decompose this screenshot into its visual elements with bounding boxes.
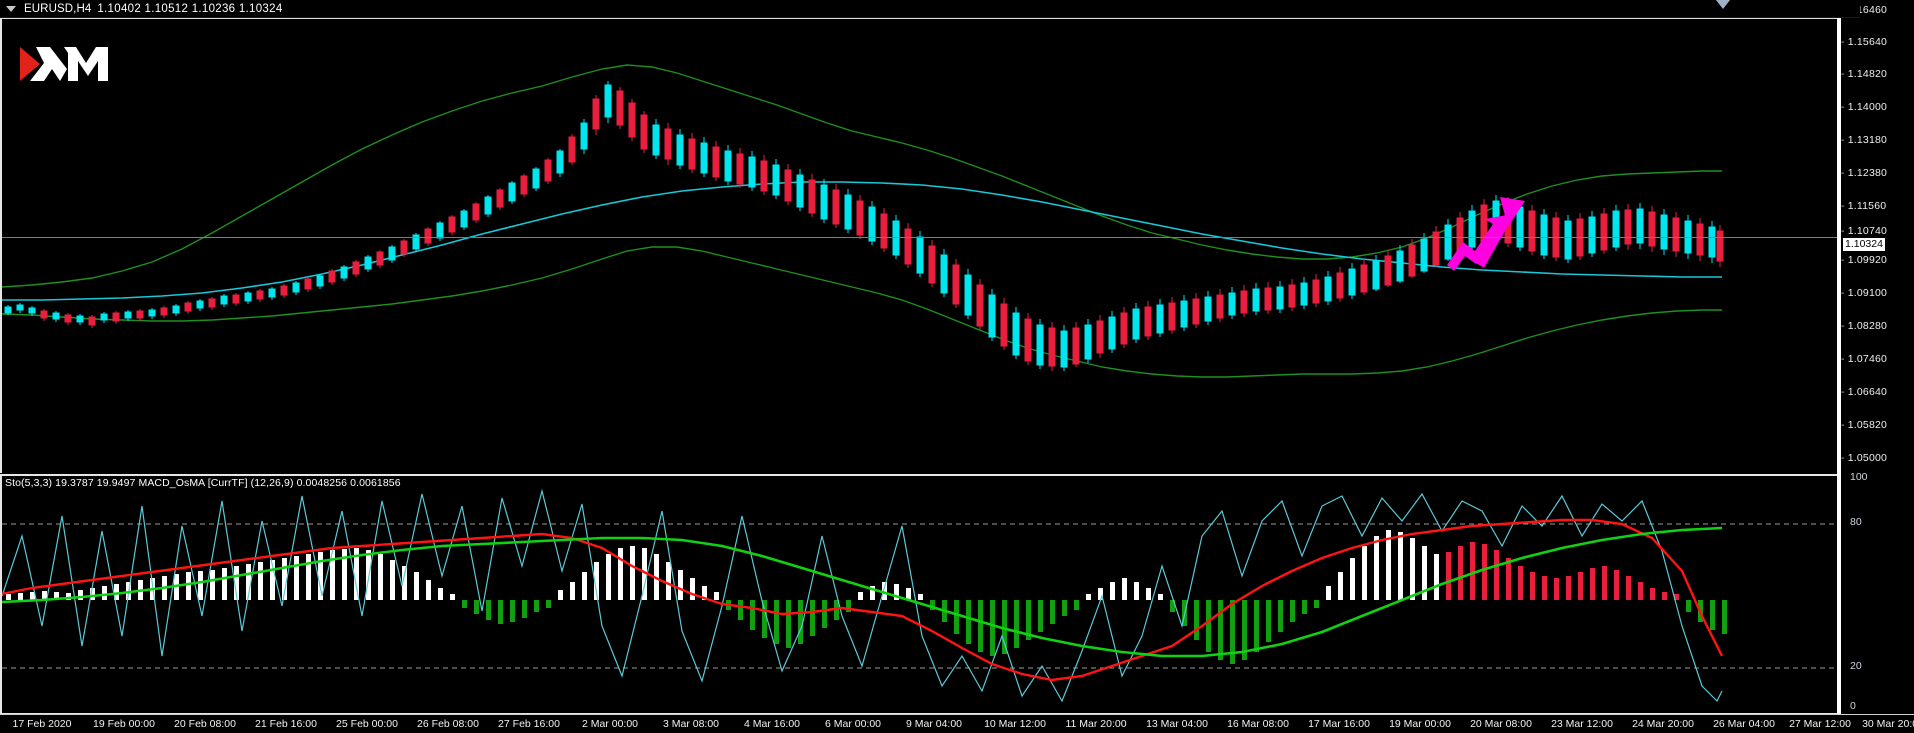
time-label: 9 Mar 04:00 — [905, 718, 963, 730]
price-tick: -1.15640 — [1841, 36, 1888, 48]
time-label: 10 Mar 12:00 — [984, 718, 1046, 730]
chevron-down-icon[interactable] — [6, 5, 16, 12]
price-tick: -1.09100 — [1841, 287, 1888, 299]
time-label: 11 Mar 20:00 — [1065, 718, 1127, 730]
time-label: 26 Mar 04:00 — [1713, 718, 1775, 730]
price-tick: -1.10740 — [1841, 225, 1888, 237]
indicator-legend: Sto(5,3,3) 19.3787 19.9497 MACD_OsMA [Cu… — [5, 477, 401, 489]
bollinger-upper-band — [2, 64, 1722, 288]
price-scale[interactable]: -1.16460 -1.15640 -1.14820 -1.14000 -1.1… — [1841, 0, 1914, 714]
time-label: 24 Mar 20:00 — [1632, 718, 1694, 730]
time-label: 17 Mar 16:00 — [1308, 718, 1370, 730]
price-tick: -1.08280 — [1841, 320, 1888, 332]
price-tick: -1.12380 — [1841, 167, 1888, 179]
price-tick: -1.05000 — [1841, 452, 1888, 464]
price-tick: -1.14000 — [1841, 101, 1888, 113]
indicator-tick: 100 — [1850, 471, 1868, 483]
chart-shift-marker[interactable] — [1716, 0, 1730, 9]
price-tick: -1.06640 — [1841, 386, 1888, 398]
time-label: 3 Mar 08:00 — [662, 718, 720, 730]
time-label: 2 Mar 00:00 — [581, 718, 639, 730]
price-tick: -1.09920 — [1841, 254, 1888, 266]
macd-histogram — [6, 530, 1727, 664]
current-price-line — [2, 237, 1837, 238]
indicator-plot — [2, 488, 1837, 703]
macd-signal-line — [2, 526, 1723, 658]
time-label: 25 Feb 00:00 — [336, 718, 398, 730]
time-label: 4 Mar 16:00 — [743, 718, 801, 730]
time-label: 17 Feb 2020 — [12, 718, 72, 730]
time-label: 13 Mar 04:00 — [1146, 718, 1208, 730]
time-label: 27 Feb 16:00 — [498, 718, 560, 730]
price-tick: -1.11560 — [1841, 200, 1887, 212]
symbol-bar: EURUSD,H4 1.10402 1.10512 1.10236 1.1032… — [0, 0, 1860, 18]
time-label: 26 Feb 08:00 — [417, 718, 479, 730]
price-plot — [2, 64, 1724, 378]
price-tick: -1.14820 — [1841, 68, 1888, 80]
time-label: 27 Mar 12:00 — [1789, 718, 1851, 730]
price-axis-line — [1837, 0, 1841, 714]
time-label: 30 Mar 20:00 — [1862, 718, 1914, 730]
time-label: 16 Mar 08:00 — [1227, 718, 1289, 730]
xm-logo — [20, 41, 116, 87]
price-chart-pane[interactable] — [0, 18, 1837, 473]
price-tick: -1.05820 — [1841, 419, 1888, 431]
ohlc-values: 1.10402 1.10512 1.10236 1.10324 — [97, 2, 283, 15]
indicator-tick: 20 — [1850, 660, 1862, 672]
candlestick-series — [4, 81, 1724, 371]
price-tick: -1.07460 — [1841, 353, 1888, 365]
symbol-label: EURUSD,H4 — [24, 2, 92, 15]
stochastic-k-line — [2, 488, 1723, 703]
time-label: 19 Feb 00:00 — [93, 718, 155, 730]
bollinger-lower-band — [2, 246, 1722, 378]
stochastic-d-line — [2, 518, 1724, 682]
time-label: 23 Mar 12:00 — [1551, 718, 1613, 730]
time-label: 6 Mar 00:00 — [824, 718, 882, 730]
time-label: 19 Mar 00:00 — [1389, 718, 1451, 730]
indicator-pane[interactable] — [0, 474, 1837, 714]
time-label: 20 Feb 08:00 — [174, 718, 236, 730]
time-label: 21 Feb 16:00 — [255, 718, 317, 730]
moving-average-line — [2, 181, 1722, 301]
price-tick: -1.13180 — [1841, 134, 1888, 146]
magenta-up-arrow — [1447, 197, 1525, 271]
time-axis[interactable]: 17 Feb 2020 19 Feb 00:00 20 Feb 08:00 21… — [0, 714, 1914, 733]
time-label: 20 Mar 08:00 — [1470, 718, 1532, 730]
current-price-badge: 1.10324 — [1843, 238, 1885, 251]
indicator-tick: 0 — [1850, 700, 1856, 712]
indicator-tick: 80 — [1850, 516, 1862, 528]
